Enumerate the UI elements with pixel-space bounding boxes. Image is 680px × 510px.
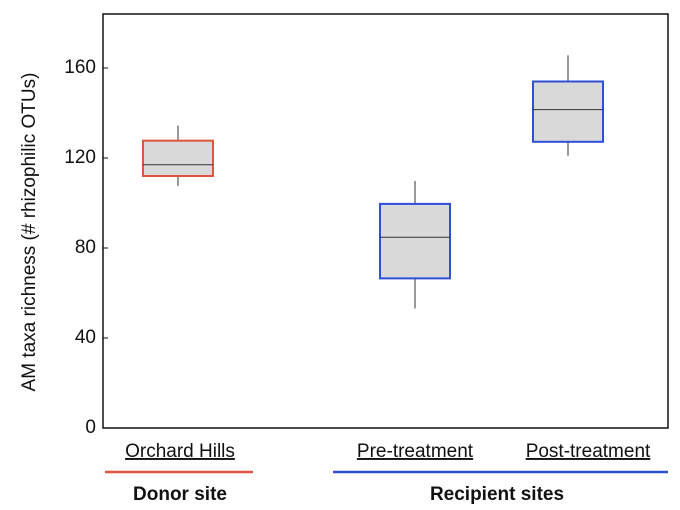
group-label: Donor site <box>133 484 227 505</box>
plot-frame <box>102 13 669 429</box>
category-label: Post-treatment <box>526 441 651 462</box>
box <box>379 202 451 280</box>
category-label: Pre-treatment <box>357 441 474 462</box>
y-tick-label: 80 <box>75 237 96 258</box>
group-label: Recipient sites <box>430 484 564 505</box>
box <box>142 139 214 178</box>
y-tick-label: 120 <box>64 147 96 168</box>
y-tick-label: 160 <box>64 57 96 78</box>
box <box>532 80 604 143</box>
y-axis-label: AM taxa richness (# rhizophilic OTUs) <box>19 73 40 392</box>
category-label: Orchard Hills <box>125 441 235 462</box>
y-tick-label: 40 <box>75 327 96 348</box>
y-tick-label: 0 <box>85 417 96 438</box>
